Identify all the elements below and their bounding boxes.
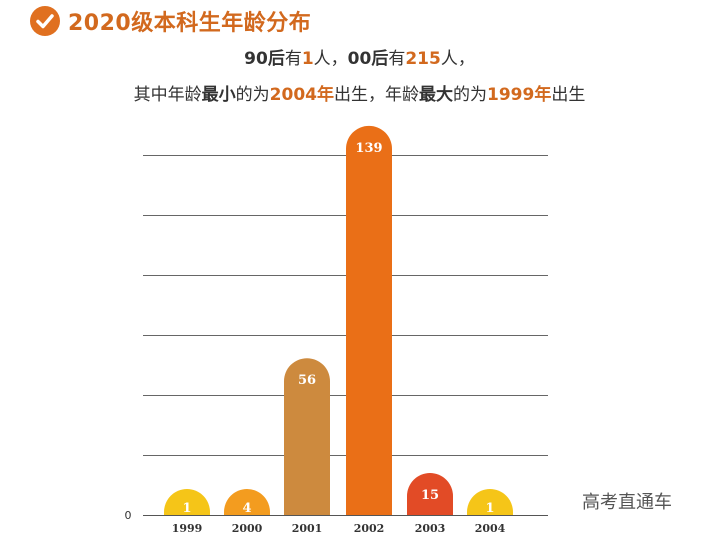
summary-text: 人， xyxy=(440,49,475,69)
check-circle-icon xyxy=(30,6,60,36)
summary-90s-count: 1 xyxy=(301,49,314,69)
summary-line-1: 90后有1人，00后有215人， xyxy=(0,44,719,69)
title-row: 2020级本科生年龄分布 xyxy=(30,4,311,38)
x-tick-label: 2002 xyxy=(354,522,385,535)
summary-oldest-label: 最大 xyxy=(419,85,453,105)
summary-text: 其中年龄 xyxy=(133,85,202,105)
summary-text: 的为 xyxy=(453,85,487,105)
summary-youngest-label: 最小 xyxy=(201,85,236,105)
x-tick-label: 2000 xyxy=(232,522,263,535)
summary-text: 的为 xyxy=(235,85,270,105)
summary-00s-count: 215 xyxy=(405,49,441,69)
bar-2001 xyxy=(284,358,330,515)
bar-2002 xyxy=(346,125,392,516)
bar-value-label: 15 xyxy=(421,488,439,503)
bar-value-label: 4 xyxy=(242,501,251,516)
watermark-text: 高考直通车 xyxy=(582,492,672,513)
summary-90s-label: 90后 xyxy=(244,49,285,69)
x-tick-label: 2003 xyxy=(415,522,446,535)
bar-value-label: 56 xyxy=(298,373,316,388)
bar-2000 xyxy=(224,489,270,515)
summary-text: 有 xyxy=(284,49,302,69)
summary-text: 出生 xyxy=(551,85,586,105)
bar-value-label: 1 xyxy=(485,501,494,516)
summary-youngest-year: 2004年 xyxy=(269,85,334,105)
x-tick-label: 1999 xyxy=(172,522,203,535)
summary-line-2: 其中年龄最小的为2004年出生，年龄最大的为1999年出生 xyxy=(0,80,719,105)
summary-text: 出生，年龄 xyxy=(334,85,419,105)
bar-value-label: 139 xyxy=(355,141,382,156)
page-title: 2020级本科生年龄分布 xyxy=(68,11,312,36)
x-tick-label: 2004 xyxy=(475,522,506,535)
y-axis-zero-label: 0 xyxy=(125,509,132,522)
bar-2004 xyxy=(467,489,513,515)
summary-text: 有 xyxy=(388,49,406,69)
summary-oldest-year: 1999年 xyxy=(487,85,552,105)
bar-2003 xyxy=(407,473,453,515)
x-tick-label: 2001 xyxy=(292,522,323,535)
bar-1999 xyxy=(164,489,210,515)
bar-value-label: 1 xyxy=(182,501,191,516)
summary-text: 人， xyxy=(313,49,348,69)
summary-00s-label: 00后 xyxy=(347,49,389,69)
